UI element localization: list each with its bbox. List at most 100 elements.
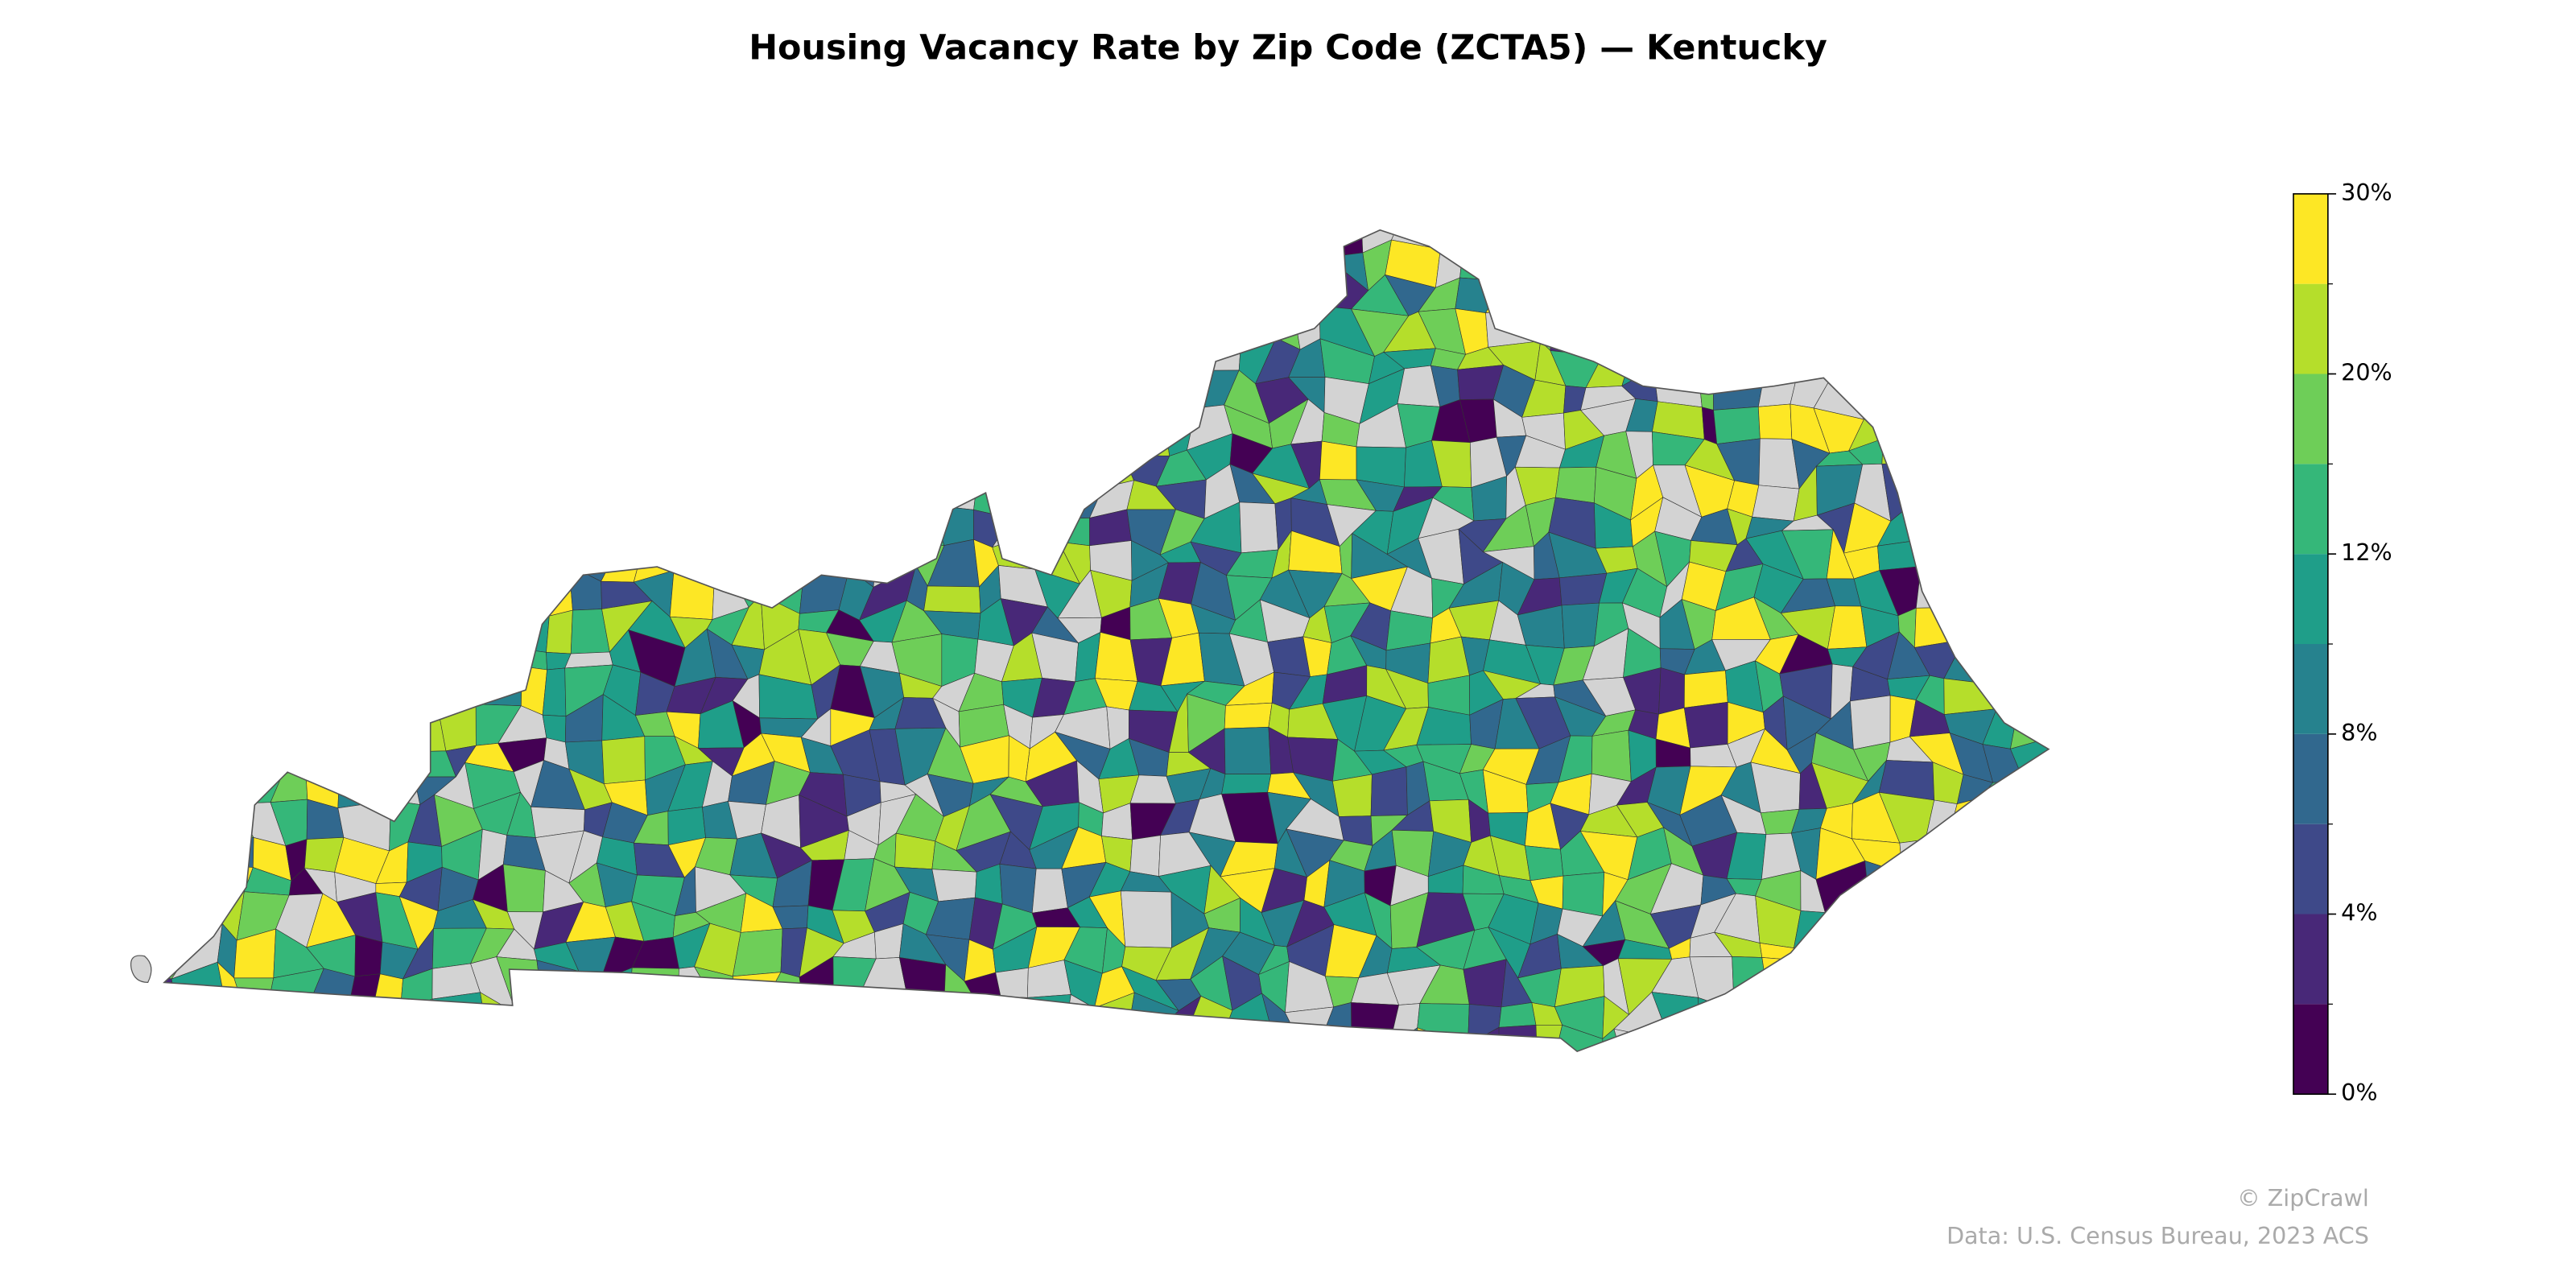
zip-area	[377, 398, 415, 453]
zip-area	[408, 387, 442, 420]
zip-area	[1122, 415, 1170, 456]
zip-area	[2054, 877, 2094, 903]
zip-area	[1878, 1061, 1934, 1105]
zip-area	[533, 414, 585, 457]
zip-area	[333, 598, 391, 645]
colorbar-tick-label: 30%	[2341, 179, 2392, 206]
zip-area	[1046, 345, 1071, 381]
zip-area	[568, 406, 610, 444]
zip-area	[1059, 300, 1102, 357]
zip-area	[1914, 859, 1964, 906]
zip-area	[339, 305, 372, 354]
zip-area	[256, 229, 290, 246]
zip-area	[971, 1022, 1010, 1052]
zip-area	[181, 476, 212, 520]
zip-area	[1221, 774, 1272, 795]
zip-area	[2008, 934, 2049, 972]
zip-area	[312, 578, 351, 620]
zip-area	[343, 341, 386, 378]
zip-area	[594, 303, 649, 352]
zip-area	[778, 1071, 815, 1103]
zip-area	[704, 439, 732, 488]
zip-area	[900, 440, 942, 490]
zip-area	[266, 994, 323, 1039]
zip-area	[539, 534, 586, 566]
zip-area	[1022, 229, 1067, 251]
zip-area	[106, 436, 153, 473]
zip-area	[865, 409, 917, 450]
zip-area	[2010, 485, 2049, 523]
zip-area	[173, 531, 220, 584]
zip-area	[417, 540, 439, 571]
zip-area	[273, 484, 316, 514]
zip-area	[535, 339, 576, 374]
zip-area	[1950, 303, 1993, 349]
zip-area	[188, 368, 225, 423]
zip-area	[205, 800, 254, 845]
zip-area	[575, 367, 605, 415]
zip-area	[336, 246, 389, 269]
zip-area	[2025, 365, 2049, 423]
zip-area	[280, 276, 316, 313]
zip-area	[1658, 251, 1703, 292]
zip-area	[2008, 235, 2049, 289]
zip-area	[373, 678, 416, 717]
zip-area	[431, 992, 489, 1046]
zip-area	[1947, 431, 1999, 476]
zip-area	[473, 250, 516, 279]
zip-area	[2010, 504, 2049, 553]
zip-area	[669, 397, 717, 451]
zip-area	[732, 972, 782, 1006]
zip-area	[535, 367, 585, 423]
zip-area	[1158, 336, 1212, 388]
zip-area	[1041, 246, 1067, 293]
zip-area	[1951, 387, 1984, 409]
zip-area	[1092, 300, 1145, 356]
zip-area	[1065, 274, 1102, 309]
zip-area	[170, 579, 219, 617]
zip-area	[2050, 236, 2098, 289]
zip-area	[164, 769, 173, 818]
zip-area	[792, 535, 850, 570]
zip-area	[1222, 229, 1276, 255]
zip-area	[865, 365, 917, 413]
zip-area	[254, 1036, 293, 1052]
zip-area	[2041, 467, 2049, 523]
zip-area	[2013, 349, 2049, 388]
zip-area	[2042, 229, 2049, 239]
zip-area	[218, 629, 259, 668]
zip-area	[1950, 513, 1985, 552]
zip-area	[2078, 413, 2122, 439]
zip-area	[712, 299, 737, 357]
zip-area	[1205, 233, 1243, 278]
zip-area	[794, 229, 852, 242]
zip-area	[373, 633, 414, 679]
zip-area	[1125, 1029, 1159, 1052]
zip-area	[164, 412, 189, 442]
zip-area	[1915, 566, 1963, 609]
colorbar-tick-label: 20%	[2341, 358, 2392, 386]
colorbar-tick-label: 0%	[2341, 1079, 2377, 1106]
zip-area	[2095, 930, 2128, 972]
zip-area	[634, 1025, 674, 1052]
zip-area	[529, 516, 586, 548]
zip-area	[1717, 1027, 1757, 1052]
zip-area	[1462, 229, 1506, 253]
zip-area	[277, 705, 324, 739]
zip-area	[2021, 876, 2049, 904]
zip-area	[628, 1011, 679, 1042]
zip-area	[2017, 540, 2049, 576]
zip-area	[467, 609, 505, 647]
zip-area	[1301, 237, 1343, 270]
zip-area	[404, 229, 455, 258]
zip-area	[1823, 240, 1854, 283]
zip-area	[1785, 996, 1834, 1031]
zip-area	[800, 309, 852, 346]
zip-area	[217, 530, 237, 580]
zip-area	[792, 270, 852, 315]
zip-area	[1922, 964, 1969, 1013]
zip-area	[341, 529, 388, 580]
zip-area	[826, 284, 881, 319]
zip-area	[1001, 368, 1048, 418]
zip-area	[715, 267, 741, 310]
